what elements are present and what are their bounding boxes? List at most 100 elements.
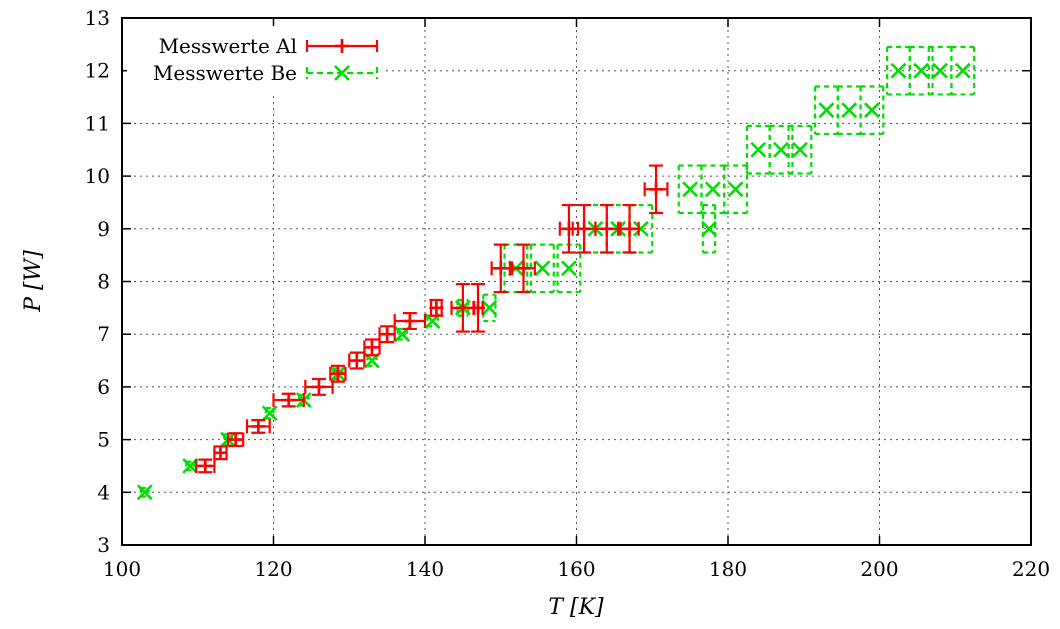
data-point-marker	[481, 299, 498, 316]
data-point	[304, 377, 334, 396]
data-point	[643, 164, 669, 215]
y-tick-label: 8	[97, 270, 110, 294]
error-bar	[836, 85, 862, 136]
data-point	[348, 351, 366, 370]
x-tick-label: 140	[406, 557, 444, 581]
error-bar	[582, 203, 608, 254]
data-point	[378, 325, 396, 344]
data-point-marker	[622, 221, 637, 236]
data-point-marker	[792, 141, 808, 158]
data-point	[619, 203, 640, 254]
data-point	[628, 203, 654, 254]
x-tick-label: 200	[860, 557, 898, 581]
data-point-marker	[311, 379, 326, 394]
legend-entries: Messwerte Al Messwerte Be	[153, 34, 379, 85]
y-tick-label: 12	[85, 59, 110, 83]
data-point-marker	[577, 221, 592, 236]
data-point-marker	[932, 62, 949, 79]
grid-lines	[122, 18, 1031, 545]
data-point-marker	[649, 182, 664, 197]
data-point	[394, 326, 411, 343]
error-bar	[950, 45, 976, 96]
y-tick-label: 4	[97, 480, 110, 504]
error-bar	[605, 203, 631, 254]
x-tick-label: 100	[103, 557, 141, 581]
error-bar	[723, 164, 749, 215]
data-point-marker	[516, 261, 531, 276]
series-be	[136, 45, 976, 501]
data-point	[213, 445, 228, 461]
y-tick-label: 13	[85, 6, 110, 30]
data-point	[814, 85, 839, 136]
data-point-marker	[682, 181, 699, 198]
data-point-marker	[261, 405, 278, 422]
data-point-marker	[750, 141, 767, 158]
data-point-marker	[349, 353, 364, 368]
error-bar	[677, 164, 703, 215]
data-point-marker	[228, 432, 243, 447]
data-point-marker	[136, 484, 153, 501]
data-point-marker	[561, 260, 577, 277]
error-bar	[908, 45, 934, 96]
axis-ticks: 100 120 140 160 180 200 220 3 4 5 6 7 8 9 10 11 12 13	[85, 6, 1051, 581]
data-point	[787, 124, 813, 175]
data-point-marker	[493, 261, 508, 276]
data-point-marker	[954, 62, 971, 79]
data-point-marker	[364, 340, 379, 355]
error-bar	[768, 124, 794, 175]
data-point-marker	[330, 366, 345, 381]
data-point-marker	[198, 458, 213, 473]
y-tick-label: 6	[97, 375, 110, 399]
data-point	[594, 203, 620, 254]
data-point-marker	[213, 445, 228, 460]
error-bar	[814, 85, 839, 136]
data-point	[768, 124, 794, 175]
data-point-marker	[335, 39, 349, 53]
data-series	[136, 45, 976, 501]
y-tick-label: 5	[97, 428, 110, 452]
x-axis-label: T [K]	[548, 595, 604, 620]
data-point	[745, 124, 771, 175]
data-point	[571, 203, 597, 254]
data-point-marker	[727, 181, 744, 198]
y-tick-label: 10	[85, 164, 110, 188]
data-point	[471, 283, 486, 333]
legend-background	[127, 26, 385, 92]
data-point	[529, 243, 555, 294]
data-point	[226, 432, 245, 448]
data-point-marker	[251, 419, 266, 434]
data-point	[950, 45, 976, 96]
x-tick-label: 120	[254, 557, 292, 581]
data-point	[195, 458, 216, 474]
error-bar	[185, 460, 196, 472]
data-point	[908, 45, 934, 96]
y-tick-label: 3	[97, 533, 110, 557]
data-point	[363, 338, 381, 357]
data-point-marker	[704, 181, 721, 198]
error-bar	[139, 486, 150, 498]
data-point-marker	[380, 327, 395, 342]
legend-label: Messwerte Be	[153, 61, 297, 85]
data-point	[136, 484, 153, 501]
error-bar	[700, 164, 726, 215]
data-point-marker	[534, 260, 551, 277]
data-point-marker	[402, 314, 417, 329]
data-point-marker	[818, 102, 835, 119]
error-bar	[264, 406, 275, 420]
x-tick-label: 180	[709, 557, 747, 581]
series-al	[195, 164, 669, 474]
legend-label: Messwerte Al	[159, 34, 297, 58]
data-point-marker	[334, 65, 350, 81]
data-point	[261, 405, 278, 422]
data-point	[272, 392, 305, 408]
data-point	[511, 243, 536, 294]
y-tick-label: 7	[97, 322, 110, 346]
data-point-marker	[890, 62, 907, 79]
legend: Messwerte Al Messwerte Be	[127, 26, 385, 92]
data-point	[700, 164, 726, 215]
data-point	[481, 293, 498, 323]
data-point-marker	[632, 220, 649, 237]
data-point-marker	[182, 458, 199, 474]
data-point-marker	[841, 102, 858, 119]
y-axis-label: P [W]	[21, 250, 46, 313]
